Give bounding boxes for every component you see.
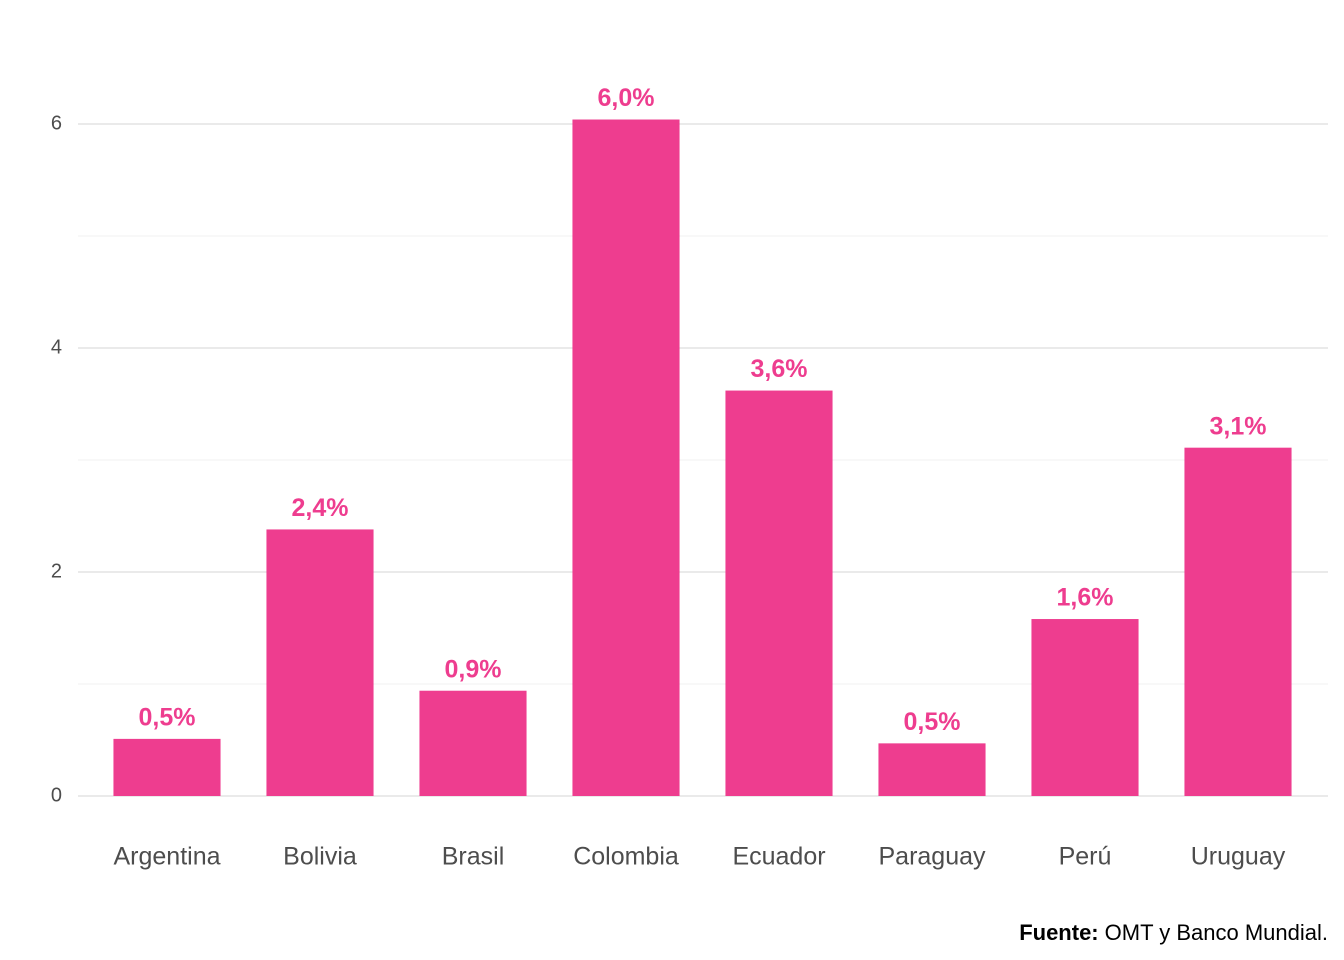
x-tick-label: Brasil xyxy=(442,843,505,871)
value-label: 0,9% xyxy=(445,655,502,683)
value-label: 3,1% xyxy=(1210,412,1267,440)
y-tick-label: 6 xyxy=(51,112,62,134)
y-tick-label: 4 xyxy=(51,336,62,358)
value-label: 2,4% xyxy=(292,494,349,522)
value-label: 0,5% xyxy=(139,703,196,731)
value-label: 0,5% xyxy=(904,708,961,736)
x-tick-label: Argentina xyxy=(113,843,220,871)
value-label: 6,0% xyxy=(598,84,655,112)
y-tick-label: 2 xyxy=(51,560,62,582)
x-tick-label: Paraguay xyxy=(878,843,986,871)
bar xyxy=(572,119,680,796)
bar xyxy=(113,738,221,796)
value-label: 1,6% xyxy=(1057,584,1114,612)
bar xyxy=(878,743,986,796)
bar xyxy=(1031,619,1139,796)
bar xyxy=(725,390,833,796)
x-tick-label: Perú xyxy=(1059,843,1112,871)
source-text: OMT y Banco Mundial. xyxy=(1105,920,1328,945)
bar xyxy=(419,690,527,796)
source: Fuente: OMT y Banco Mundial. xyxy=(1019,920,1328,945)
x-tick-label: Bolivia xyxy=(283,843,357,871)
y-tick-label: 0 xyxy=(51,784,62,806)
value-label: 3,6% xyxy=(751,355,808,383)
x-tick-label: Uruguay xyxy=(1191,843,1286,871)
bar xyxy=(266,529,374,796)
x-tick-label: Ecuador xyxy=(732,843,825,871)
x-tick-label: Colombia xyxy=(573,843,679,871)
bar xyxy=(1184,447,1292,796)
source-label: Fuente: xyxy=(1019,920,1098,945)
